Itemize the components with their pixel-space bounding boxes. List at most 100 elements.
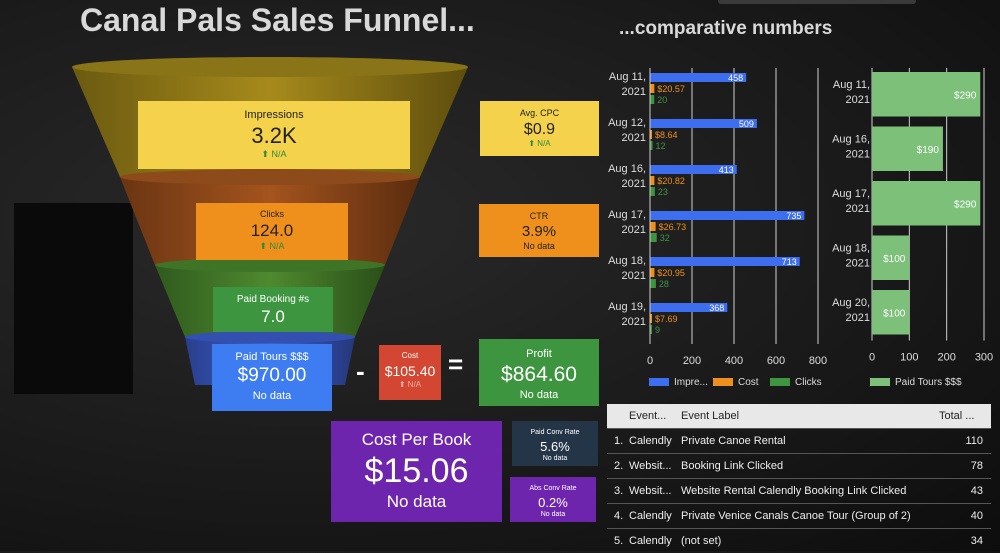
legend-paid-tours[interactable]: Paid Tours $$$ — [870, 377, 962, 388]
bar — [650, 314, 652, 323]
row-event-label: Booking Link Clicked — [681, 460, 784, 472]
data-label: $190 — [917, 145, 940, 156]
category-label: Aug 20, — [832, 297, 870, 309]
paid-tours-card: Paid Tours $$$ $970.00 No data — [212, 344, 332, 411]
row-event: Websit... — [629, 460, 672, 472]
data-label: $290 — [954, 199, 977, 210]
table-row[interactable]: 4. Calendly Private Venice Canals Canoe … — [607, 503, 991, 528]
category-label: Aug 16, — [608, 163, 646, 175]
paid-conv-rate-sub: No data — [542, 454, 568, 462]
data-label: 12 — [656, 141, 666, 151]
data-label: $100 — [883, 308, 906, 319]
paid-booking-value: 7.0 — [261, 307, 285, 326]
bar — [872, 72, 981, 117]
ctr-value: 3.9% — [521, 222, 557, 240]
row-total: 34 — [970, 535, 983, 547]
impressions-label: Impressions — [244, 109, 304, 121]
data-label: 32 — [660, 233, 670, 243]
paid-conv-rate-label: Paid Conv Rate — [530, 429, 580, 436]
data-label: 713 — [782, 257, 797, 267]
row-event: Calendly — [629, 510, 672, 522]
clicks-delta: ⬆ N/A — [259, 240, 285, 251]
category-label: 2021 — [622, 316, 646, 328]
data-label: $20.82 — [657, 176, 685, 186]
category-label: 2021 — [846, 258, 870, 270]
x-tick-label: 600 — [767, 355, 785, 367]
data-label: $290 — [954, 90, 977, 101]
bar — [650, 165, 737, 174]
top-scrollbar[interactable] — [718, 0, 916, 4]
row-number: 1. — [614, 435, 624, 447]
data-label: 9 — [655, 325, 660, 335]
category-label: 2021 — [622, 178, 646, 190]
row-event-label: Private Venice Canals Canoe Tour (Group … — [681, 510, 911, 522]
bar — [872, 290, 910, 335]
category-label: 2021 — [622, 270, 646, 282]
abs-conv-rate-sub: No data — [540, 510, 566, 518]
bar — [872, 126, 943, 171]
table-row[interactable]: 3. Websit... Website Rental Calendly Boo… — [607, 478, 991, 503]
bar — [650, 141, 653, 150]
data-label: $8.64 — [655, 130, 678, 140]
data-label: 458 — [728, 73, 743, 83]
bar — [650, 303, 728, 312]
column-header-total[interactable]: Total ... — [939, 410, 975, 422]
clicks-value: 124.0 — [250, 220, 294, 240]
x-tick-label: 800 — [809, 355, 827, 367]
category-label: 2021 — [622, 224, 646, 236]
abs-conv-rate-value: 0.2% — [538, 494, 568, 510]
x-tick-label: 0 — [869, 352, 875, 364]
data-label: $7.69 — [655, 314, 678, 324]
legend-paid-tours-swatch — [870, 378, 890, 387]
category-label: 2021 — [846, 94, 870, 106]
cost-per-book-label: Cost Per Book — [361, 430, 472, 449]
data-label: 735 — [786, 211, 801, 221]
cost-label: Cost — [401, 351, 419, 360]
ctr-card: CTR 3.9% No data — [479, 204, 599, 257]
paid-tours-sub: No data — [252, 389, 292, 402]
bar — [872, 235, 910, 280]
legend-impressions-swatch — [649, 378, 669, 387]
row-event-label: Website Rental Calendly Booking Link Cli… — [681, 485, 907, 497]
row-number: 2. — [614, 460, 624, 472]
impressions-value: 3.2K — [251, 123, 297, 149]
clicks-label: Clicks — [260, 209, 284, 219]
category-label: 2021 — [622, 86, 646, 98]
data-label: $100 — [883, 254, 906, 265]
bar — [650, 279, 656, 288]
legend-cost-label: Cost — [738, 377, 759, 388]
data-label: 28 — [659, 279, 669, 289]
row-total: 78 — [970, 460, 983, 472]
bar — [872, 181, 981, 226]
paid-tours-bar-chart: 0 100 200 300 Aug 11, 2021 $290 Aug 16, 2021 $190… — [832, 68, 993, 364]
bar — [650, 130, 652, 139]
cost-card: Cost $105.40 ⬆ N/A — [379, 345, 441, 400]
legend-cost[interactable]: Cost — [713, 377, 759, 388]
abs-conv-rate-card: Abs Conv Rate 0.2% No data — [510, 477, 596, 522]
legend-clicks[interactable]: Clicks — [770, 377, 822, 388]
bar — [650, 84, 655, 93]
category-label: 2021 — [846, 203, 870, 215]
data-label: 509 — [739, 119, 754, 129]
column-header-event-label[interactable]: Event Label — [681, 410, 740, 422]
cost-per-book-card: Cost Per Book $15.06 No data — [331, 421, 502, 522]
table-row[interactable]: 5. Calendly (not set) 34 — [607, 528, 991, 553]
bar — [650, 257, 800, 266]
column-header-event[interactable]: Event... — [629, 410, 667, 422]
category-label: Aug 11, — [833, 79, 870, 91]
bar — [650, 73, 747, 82]
data-label: $20.95 — [657, 268, 685, 278]
category-label: Aug 12, — [608, 117, 646, 129]
x-tick-label: 200 — [937, 352, 955, 364]
table-row[interactable]: 1. Calendly Private Canoe Rental 110 — [607, 428, 991, 453]
impressions-delta: ⬆ N/A — [261, 149, 287, 160]
bar — [650, 187, 655, 196]
legend-paid-tours-label: Paid Tours $$$ — [895, 377, 962, 388]
bar — [650, 176, 655, 185]
bar — [650, 325, 652, 334]
equals-operator: = — [448, 349, 464, 379]
legend-impressions[interactable]: Impre... — [649, 377, 708, 388]
bar — [650, 268, 655, 277]
clicks-card: Clicks 124.0 ⬆ N/A — [196, 203, 348, 260]
table-row[interactable]: 2. Websit... Booking Link Clicked 78 — [607, 453, 991, 478]
